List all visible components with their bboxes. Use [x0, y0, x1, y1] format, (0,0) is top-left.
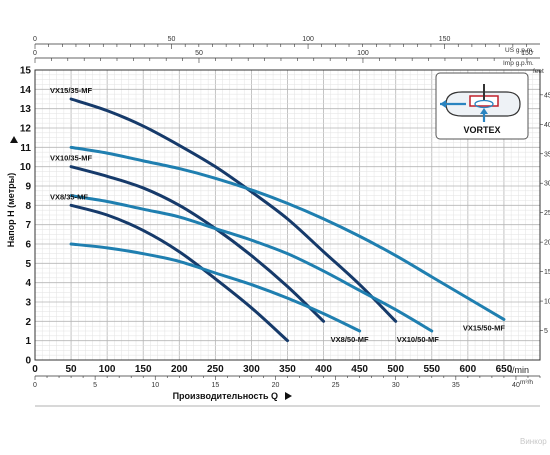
- series-line-vx8-35-mf: [69, 203, 289, 343]
- feet-tick-label: 15: [544, 269, 550, 276]
- feet-tick-label: 25: [544, 210, 550, 217]
- m3h-tick-label: 30: [392, 382, 400, 389]
- feet-tick-label: 5: [544, 328, 548, 335]
- series-line-vx8-50-mf: [69, 242, 362, 333]
- feet-tick-label: 30: [544, 181, 550, 188]
- top-unit-usgpm: US g.p.m.: [505, 47, 534, 54]
- y-tick-label: 8: [25, 201, 31, 212]
- y-tick-label: 6: [25, 240, 31, 251]
- y-tick-label: 3: [25, 298, 31, 309]
- feet-tick-label: 35: [544, 151, 550, 158]
- y-tick-label: 13: [20, 104, 32, 115]
- y-tick-label: 9: [25, 182, 31, 193]
- usgpm-tick-label: 150: [439, 36, 451, 43]
- x-tick-label: 400: [315, 364, 332, 375]
- m3h-tick-label: 15: [211, 382, 219, 389]
- y-tick-label: 4: [25, 278, 31, 289]
- feet-tick-label: 40: [544, 122, 550, 129]
- y-tick-label: 12: [20, 124, 32, 135]
- x-tick-label: 550: [423, 364, 440, 375]
- x-tick-label: 600: [460, 364, 477, 375]
- m3h-tick-label: 5: [93, 382, 97, 389]
- y-tick-label: 15: [20, 66, 32, 77]
- series-label-vx8-35-mf: VX8/35-MF: [50, 192, 88, 201]
- y-tick-label: 5: [25, 259, 31, 270]
- x-tick-label: 450: [351, 364, 368, 375]
- x-tick-label: 50: [66, 364, 78, 375]
- m3h-tick-label: 35: [452, 382, 460, 389]
- right-unit-feet: feet: [533, 68, 544, 75]
- series-line-vx10-35-mf: [69, 165, 326, 323]
- m3h-tick-label: 40: [512, 382, 520, 389]
- vortex-label: VORTEX: [463, 125, 500, 135]
- x-unit-lmin: l/min: [510, 365, 529, 375]
- top-unit-impgpm: Imp g.p.m.: [503, 60, 534, 67]
- x-unit-m3h: m³/h: [520, 379, 533, 386]
- feet-tick-label: 10: [544, 299, 550, 306]
- x-tick-label: 0: [32, 364, 38, 375]
- vortex-impeller-icon: [440, 84, 521, 122]
- x-tick-label: 200: [171, 364, 188, 375]
- y-axis-arrow-icon: [10, 136, 18, 143]
- feet-tick-label: 45: [544, 92, 550, 99]
- y-tick-label: 2: [25, 317, 31, 328]
- usgpm-tick-label: 100: [302, 36, 314, 43]
- y-tick-label: 10: [20, 162, 32, 173]
- m3h-tick-label: 20: [272, 382, 280, 389]
- series-label-vx15-50-mf: VX15/50-MF: [463, 323, 506, 332]
- series-line-vx10-50-mf: [69, 194, 434, 333]
- x-tick-label: 150: [135, 364, 152, 375]
- series-lines: [69, 97, 506, 343]
- x-tick-label: 650: [496, 364, 513, 375]
- x-axis-title: Производительность Q: [173, 391, 278, 401]
- series-label-vx8-50-mf: VX8/50-MF: [331, 335, 369, 344]
- impgpm-tick-label: 100: [357, 50, 369, 57]
- x-axis-arrow-icon: [285, 392, 292, 400]
- series-labels: VX8/35-MF VX10/35-MF VX15/35-MF VX8/50-MF VX…: [50, 86, 505, 344]
- series-line-vx15-50-mf: [69, 145, 506, 321]
- series-label-vx10-35-mf: VX10/35-MF: [50, 154, 93, 163]
- series-line-vx15-35-mf: [69, 97, 398, 323]
- plot-frame: [34, 69, 541, 361]
- impgpm-tick-label: 50: [195, 50, 203, 57]
- impgpm-tick-label: 150: [521, 50, 533, 57]
- x-tick-label: 500: [387, 364, 404, 375]
- y-tick-label: 1: [25, 336, 31, 347]
- x-tick-label: 350: [279, 364, 296, 375]
- m3h-tick-label: 10: [151, 382, 159, 389]
- y-tick-label: 0: [25, 356, 31, 367]
- series-label-vx15-35-mf: VX15/35-MF: [50, 86, 93, 95]
- usgpm-tick-label: 0: [33, 36, 37, 43]
- y-tick-label: 7: [25, 220, 31, 231]
- y-axis-title: Напор H (метры): [6, 173, 16, 248]
- y-tick-label: 14: [20, 85, 32, 96]
- series-label-vx10-50-mf: VX10/50-MF: [397, 335, 440, 344]
- x-tick-label: 250: [207, 364, 224, 375]
- x-tick-label: 100: [99, 364, 116, 375]
- usgpm-tick-label: 50: [168, 36, 176, 43]
- m3h-tick-label: 25: [332, 382, 340, 389]
- m3h-tick-label: 0: [33, 382, 37, 389]
- x-tick-label: 300: [243, 364, 260, 375]
- y-tick-label: 11: [20, 143, 31, 154]
- watermark: Винкор: [520, 437, 547, 446]
- feet-tick-label: 20: [544, 240, 550, 247]
- impgpm-tick-label: 0: [33, 50, 37, 57]
- vortex-inset: VORTEX: [435, 72, 529, 140]
